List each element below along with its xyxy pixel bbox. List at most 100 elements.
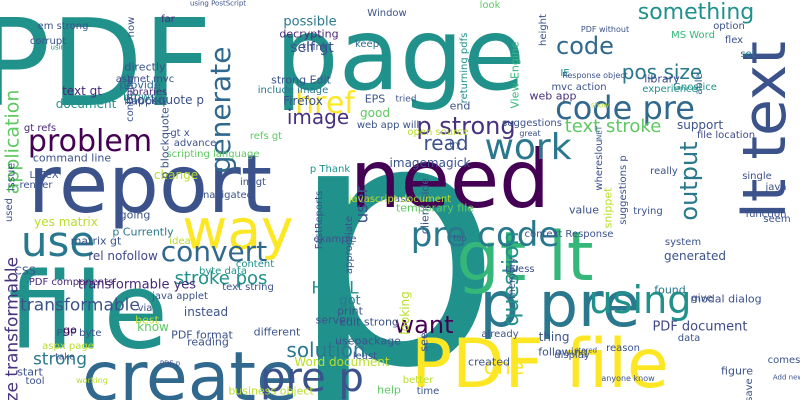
cloud-word: browser [122, 90, 168, 104]
cloud-word: far [161, 14, 175, 25]
cloud-word: temporary file [395, 201, 475, 215]
cloud-word: java [765, 182, 787, 193]
cloud-word: strong Edit [271, 73, 331, 87]
cloud-word: refs gt [249, 131, 283, 142]
cloud-word: got [339, 293, 361, 309]
cloud-word: strong [32, 349, 88, 370]
cloud-word: way [182, 197, 294, 262]
cloud-word: gt x [170, 128, 190, 139]
cloud-word: PDF p [159, 359, 181, 368]
cloud-word: via [137, 303, 153, 314]
cloud-word: PDF file [411, 325, 669, 400]
cloud-word: navigated [202, 190, 254, 201]
cloud-word: need [350, 133, 550, 226]
cloud-word: support [676, 118, 724, 132]
cloud-word: something [637, 0, 755, 25]
cloud-word: page [275, 0, 525, 113]
cloud-word: p [287, 47, 503, 400]
cloud-word: PDF format [171, 328, 233, 342]
cloud-word: context Response [524, 229, 614, 240]
cloud-word: best [135, 313, 159, 327]
cloud-word: try [449, 140, 461, 149]
cloud-word: top [453, 234, 467, 243]
cloud-word: java applet [152, 291, 208, 302]
cloud-word: matrix gt [70, 234, 122, 248]
cloud-word: thing [538, 330, 570, 344]
cloud-word: aspx page [42, 341, 94, 352]
cloud-word: Add new [772, 373, 800, 382]
cloud-word: tool [25, 376, 45, 387]
cloud-word: height [538, 14, 549, 46]
cloud-word: want [394, 311, 454, 339]
cloud-word: different [253, 325, 301, 339]
cloud-word: used [4, 197, 15, 223]
cloud-word: start [17, 365, 43, 379]
cloud-word: href [295, 86, 355, 121]
cloud-word: mvc action [551, 82, 607, 93]
cloud-word: p strong [416, 112, 516, 140]
cloud-word: im gt [240, 177, 266, 188]
cloud-word: snippet [601, 187, 615, 229]
cloud-word: render [19, 180, 53, 191]
cloud-word: print [337, 304, 363, 318]
cloud-word: time [416, 386, 440, 397]
cloud-word: end [449, 99, 471, 113]
cloud-word: stored [574, 346, 598, 355]
cloud-word: suggestions [502, 118, 562, 129]
cloud-word: really [650, 166, 678, 177]
cloud-word: working [76, 376, 108, 385]
cloud-word: size transformable [2, 256, 23, 400]
cloud-word: yes matrix [34, 215, 98, 229]
cloud-word: now [126, 16, 137, 38]
cloud-word: display [554, 350, 590, 361]
cloud-word: advance [173, 138, 217, 149]
cloud-word: value [568, 203, 600, 217]
cloud-word: reading [187, 335, 229, 349]
cloud-word: LaTeX [29, 170, 59, 181]
cloud-word: guess [505, 264, 535, 275]
cloud-word: possible [283, 14, 337, 30]
cloud-word: blockquote p [126, 93, 204, 107]
cloud-word: server [315, 313, 351, 327]
cloud-word: HTML [311, 278, 359, 299]
cloud-word: one [483, 355, 525, 380]
cloud-word: suggestions p [618, 155, 629, 225]
cloud-word: problem [27, 124, 153, 159]
cloud-word: idea [169, 236, 191, 247]
cloud-word: p Thank [309, 164, 351, 175]
cloud-word: instead [183, 305, 229, 319]
cloud-word: directly [124, 60, 166, 74]
cloud-word: know [137, 320, 169, 334]
cloud-word: already [481, 329, 519, 340]
cloud-word: read [423, 131, 469, 155]
cloud-word: set [740, 49, 756, 60]
cloud-word: code pre [555, 89, 695, 127]
cloud-word: PDF document [652, 319, 748, 335]
cloud-word: gt lt [456, 218, 594, 297]
cloud-word: reason [606, 343, 640, 354]
cloud-word: include image [257, 85, 329, 96]
cloud-word: created [468, 355, 510, 369]
cloud-word: image [286, 105, 350, 129]
cloud-word: see [417, 332, 431, 352]
cloud-word: tried [395, 94, 417, 105]
cloud-word: trying [633, 206, 663, 217]
cloud-word: figure [721, 364, 753, 378]
cloud-word: give [691, 293, 713, 304]
cloud-word: data [677, 333, 701, 344]
cloud-word: EPS [364, 92, 386, 106]
cloud-word: great [519, 129, 541, 138]
cloud-word: transformable [20, 295, 140, 316]
cloud-word: Word document [294, 355, 390, 369]
cloud-word: going [119, 208, 151, 222]
cloud-word: issue [4, 162, 18, 192]
cloud-word: content [235, 259, 275, 270]
cloud-word: take [55, 352, 75, 363]
cloud-word: p Currently [112, 225, 174, 239]
cloud-word: aspnet mvc [115, 74, 175, 85]
cloud-word: seem [763, 214, 791, 225]
cloud-word: stroke pos [174, 268, 268, 289]
cloud-word: better [402, 375, 434, 386]
cloud-word: NET [595, 126, 604, 140]
cloud-word: self gt [290, 40, 334, 56]
